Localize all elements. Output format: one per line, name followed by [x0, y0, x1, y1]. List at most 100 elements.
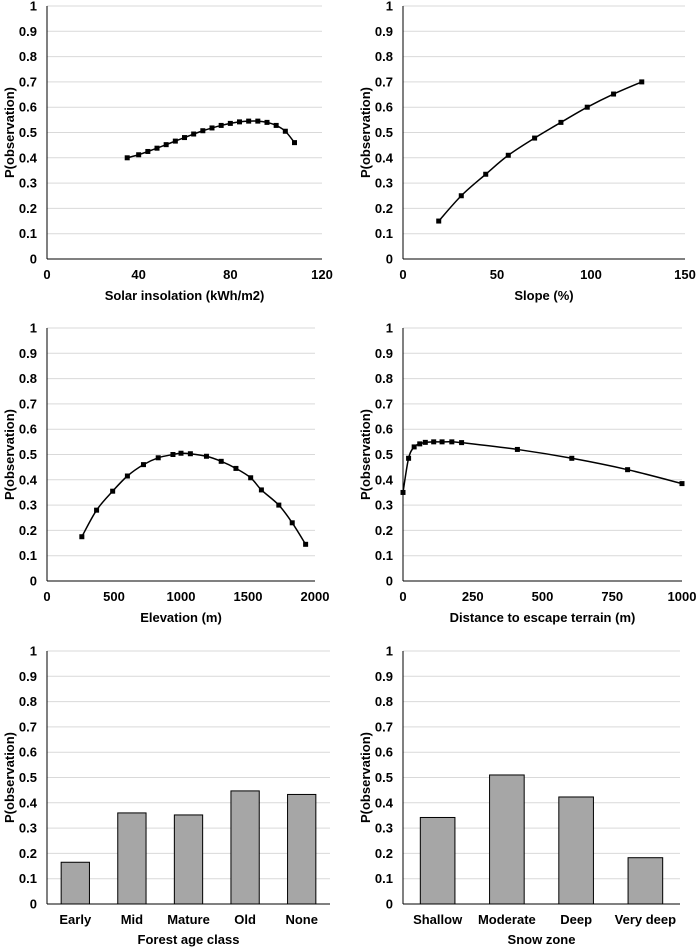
x-tick-label: 1000 [668, 589, 697, 604]
x-tick-label: 80 [223, 267, 237, 282]
y-tick-label: 0.7 [19, 74, 37, 89]
x-axis-label: Forest age class [138, 932, 240, 947]
x-tick-label: None [285, 912, 318, 927]
data-point [187, 451, 193, 457]
y-tick-label: 0.9 [375, 24, 393, 39]
data-point [422, 439, 428, 445]
y-axis-label: P(observation) [358, 409, 373, 500]
x-axis-label: Elevation (m) [140, 610, 222, 625]
data-point [558, 119, 564, 125]
y-tick-label: 0.6 [19, 422, 37, 437]
y-tick-label: 0.4 [19, 150, 38, 165]
y-tick-label: 0 [30, 252, 37, 267]
y-tick-label: 0.2 [19, 201, 37, 216]
data-point [248, 475, 254, 481]
y-tick-label: 0.2 [375, 201, 393, 216]
data-point [625, 467, 631, 473]
data-point [255, 118, 261, 124]
y-tick-label: 0.8 [375, 49, 393, 64]
bar [489, 774, 525, 905]
y-tick-label: 0.1 [19, 226, 37, 241]
data-point [218, 458, 224, 464]
data-point [679, 481, 685, 487]
y-tick-label: 0.1 [375, 226, 393, 241]
y-tick-label: 0.7 [375, 719, 393, 734]
y-tick-label: 0.5 [19, 447, 37, 462]
y-tick-label: 0.3 [19, 821, 37, 836]
data-point [203, 453, 209, 459]
y-tick-label: 0.8 [19, 49, 37, 64]
y-tick-label: 0.6 [375, 422, 393, 437]
y-axis-label: P(observation) [358, 87, 373, 178]
x-tick-label: 1500 [234, 589, 263, 604]
x-tick-label: 500 [532, 589, 554, 604]
x-tick-label: Very deep [615, 912, 676, 927]
bar [230, 790, 260, 905]
y-tick-label: 0.8 [375, 371, 393, 386]
y-tick-label: 0.5 [375, 125, 393, 140]
data-point [178, 450, 184, 456]
y-tick-label: 1 [386, 0, 393, 14]
x-tick-label: Early [59, 912, 92, 927]
y-tick-label: 0.1 [19, 871, 37, 886]
bar [287, 793, 317, 905]
data-point [514, 446, 520, 452]
y-tick-label: 0.9 [375, 346, 393, 361]
y-tick-label: 1 [30, 321, 37, 336]
data-point [400, 489, 406, 495]
y-tick-label: 0.2 [19, 846, 37, 861]
data-point [431, 439, 437, 445]
data-point [292, 140, 297, 146]
x-tick-label: 0 [399, 589, 406, 604]
x-tick-label: Deep [560, 912, 592, 927]
y-tick-label: 0.4 [375, 150, 394, 165]
x-tick-label: 2000 [301, 589, 330, 604]
data-point [532, 135, 538, 141]
data-point [584, 104, 590, 110]
data-point [303, 541, 309, 547]
data-point [209, 125, 215, 131]
x-tick-label: 0 [43, 589, 50, 604]
data-point [163, 142, 169, 148]
data-point [459, 440, 465, 446]
y-tick-label: 0.9 [19, 24, 37, 39]
y-tick-label: 0.9 [19, 669, 37, 684]
y-tick-label: 0.1 [19, 548, 37, 563]
y-tick-label: 0.4 [375, 472, 394, 487]
x-tick-label: 750 [601, 589, 623, 604]
bar [627, 857, 664, 905]
bar [558, 796, 594, 905]
x-tick-label: 50 [490, 267, 504, 282]
y-tick-label: 0.2 [375, 523, 393, 538]
x-tick-label: Old [234, 912, 256, 927]
data-point [182, 135, 187, 141]
y-tick-label: 1 [386, 644, 393, 659]
y-tick-label: 0.3 [19, 498, 37, 513]
x-tick-label: Mid [121, 912, 143, 927]
y-tick-label: 0.3 [375, 176, 393, 191]
x-tick-label: 1000 [167, 589, 196, 604]
y-tick-label: 0.6 [19, 100, 37, 115]
y-tick-label: 0.2 [19, 523, 37, 538]
data-point [273, 122, 279, 128]
data-point [439, 439, 445, 445]
data-point [237, 119, 242, 125]
data-point [233, 465, 239, 471]
y-tick-label: 0.3 [19, 176, 37, 191]
y-axis-label: P(observation) [358, 732, 373, 823]
bar [419, 816, 456, 905]
y-tick-label: 0.7 [19, 396, 37, 411]
data-point [140, 462, 146, 468]
data-point [406, 455, 412, 461]
x-tick-label: 250 [462, 589, 484, 604]
y-tick-label: 0.7 [19, 719, 37, 734]
series-line [402, 441, 683, 493]
bar [117, 812, 147, 905]
x-tick-label: 100 [580, 267, 602, 282]
data-point [483, 171, 489, 177]
y-tick-label: 0.5 [375, 770, 393, 785]
y-tick-label: 0.4 [19, 795, 38, 810]
data-point [264, 119, 270, 125]
x-tick-label: Moderate [478, 912, 536, 927]
